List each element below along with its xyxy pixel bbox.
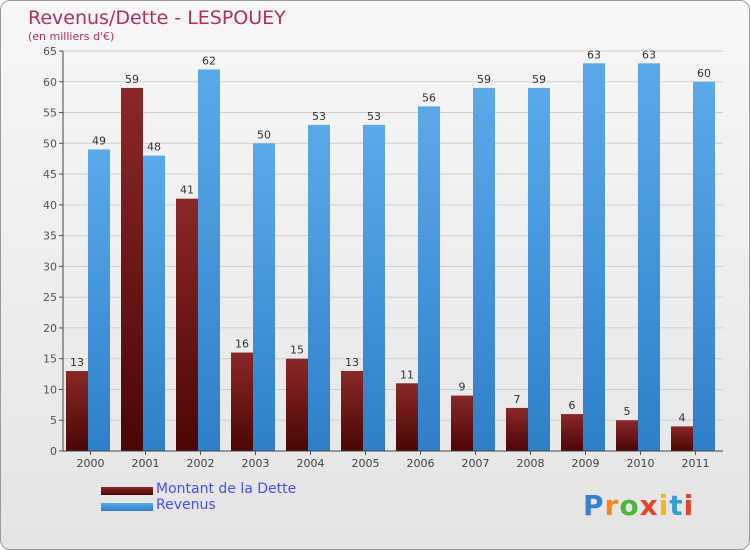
x-tick-label: 2006 <box>407 457 435 470</box>
bar-dette <box>176 198 198 451</box>
y-tick-label: 60 <box>43 76 57 89</box>
data-label: 4 <box>679 411 686 424</box>
data-label: 7 <box>514 393 521 406</box>
bar-revenus <box>253 143 275 452</box>
x-tick-label: 2008 <box>517 457 545 470</box>
legend-label-debt: Montant de la Dette <box>156 481 297 497</box>
logo-letter: o <box>619 489 640 522</box>
logo-letter: r <box>604 489 620 522</box>
bar-revenus <box>418 106 440 451</box>
x-tick-label: 2007 <box>462 457 490 470</box>
bar-dette <box>121 87 143 451</box>
legend-label-revenus: Revenus <box>156 497 216 513</box>
y-tick-label: 0 <box>50 445 57 458</box>
bar-revenus <box>583 63 605 452</box>
bar-revenus <box>308 124 330 451</box>
data-label: 16 <box>235 338 249 351</box>
logo-letter: x <box>639 489 659 522</box>
logo-letter: i <box>683 489 695 522</box>
bar-dette <box>451 395 473 451</box>
bar-dette <box>616 420 638 451</box>
data-label: 9 <box>459 381 466 394</box>
bar-dette <box>671 426 693 451</box>
x-tick-label: 2001 <box>132 457 160 470</box>
bar-dette <box>66 371 88 451</box>
bar-revenus <box>198 69 220 451</box>
chart-title: Revenus/Dette - LESPOUEY <box>28 7 286 29</box>
y-tick-label: 25 <box>43 291 57 304</box>
data-label: 11 <box>400 368 414 381</box>
y-tick-label: 10 <box>43 383 57 396</box>
data-label: 59 <box>477 73 491 86</box>
y-tick-label: 50 <box>43 137 57 150</box>
bar-dette <box>561 414 583 451</box>
data-label: 15 <box>290 344 304 357</box>
chart-subtitle: (en milliers d'€) <box>28 30 115 43</box>
bar-revenus <box>473 87 495 451</box>
data-label: 62 <box>202 54 216 67</box>
data-label: 63 <box>587 48 601 61</box>
y-tick-label: 55 <box>43 107 57 120</box>
x-tick-label: 2002 <box>187 457 215 470</box>
data-label: 5 <box>624 405 631 418</box>
logo-letter: t <box>669 489 684 522</box>
bar-dette <box>396 383 418 451</box>
bar-dette <box>506 407 528 451</box>
y-tick-label: 65 <box>43 45 57 58</box>
data-label: 13 <box>70 356 84 369</box>
data-label: 41 <box>180 184 194 197</box>
bar-dette <box>231 352 253 451</box>
data-label: 50 <box>257 128 271 141</box>
x-tick-label: 2000 <box>77 457 105 470</box>
x-tick-label: 2011 <box>682 457 710 470</box>
bar-revenus <box>88 149 110 451</box>
x-tick-label: 2009 <box>572 457 600 470</box>
bar-revenus <box>143 155 165 451</box>
data-label: 6 <box>569 399 576 412</box>
data-label: 59 <box>532 73 546 86</box>
data-label: 48 <box>147 141 161 154</box>
y-tick-label: 5 <box>50 414 57 427</box>
logo-letter: i <box>658 489 670 522</box>
data-label: 60 <box>697 67 711 80</box>
bar-dette <box>341 371 363 451</box>
data-label: 49 <box>92 134 106 147</box>
data-label: 59 <box>125 73 139 86</box>
legend-swatch-debt <box>101 487 153 495</box>
bar-revenus <box>638 63 660 452</box>
x-tick-label: 2004 <box>297 457 325 470</box>
x-tick-label: 2010 <box>627 457 655 470</box>
data-label: 13 <box>345 356 359 369</box>
data-label: 56 <box>422 91 436 104</box>
logo-letter: P <box>583 489 605 522</box>
proxiti-logo: Proxiti <box>583 489 694 522</box>
y-tick-label: 15 <box>43 353 57 366</box>
y-tick-label: 20 <box>43 322 57 335</box>
legend-swatch-revenus <box>101 503 153 511</box>
data-label: 53 <box>367 110 381 123</box>
bar-revenus <box>363 124 385 451</box>
y-tick-label: 45 <box>43 168 57 181</box>
y-tick-label: 40 <box>43 199 57 212</box>
data-label: 63 <box>642 48 656 61</box>
x-tick-label: 2003 <box>242 457 270 470</box>
y-tick-label: 35 <box>43 230 57 243</box>
y-tick-label: 30 <box>43 260 57 273</box>
x-tick-label: 2005 <box>352 457 380 470</box>
bar-dette <box>286 358 308 451</box>
data-label: 53 <box>312 110 326 123</box>
bar-revenus <box>693 81 715 452</box>
bar-revenus <box>528 87 550 451</box>
